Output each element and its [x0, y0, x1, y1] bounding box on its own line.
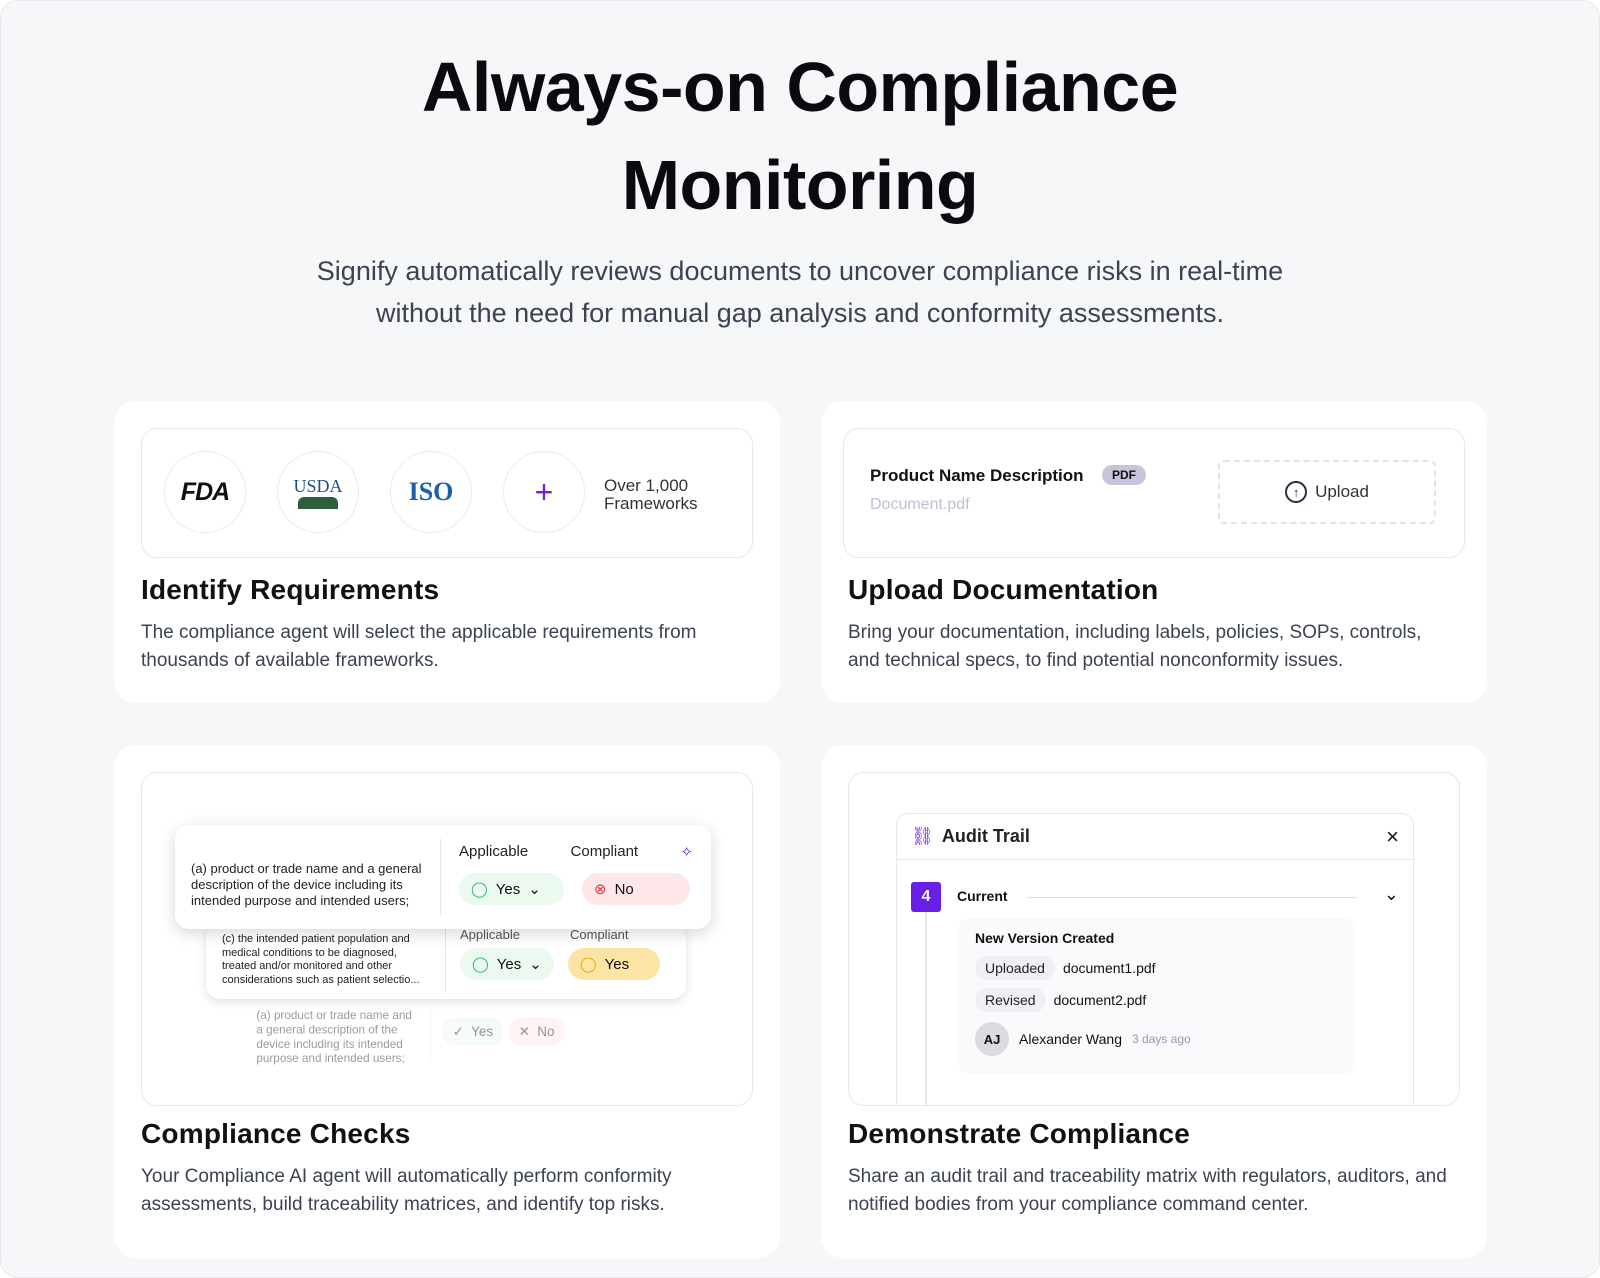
iso-logo: ISO	[390, 451, 472, 533]
chevron-down-icon: ⌄	[528, 881, 541, 898]
card-description: The compliance agent will select the app…	[141, 622, 697, 671]
card-title: Identify Requirements	[141, 574, 440, 605]
applicable-select[interactable]: ✓ Yes	[441, 1017, 504, 1046]
card-title: Demonstrate Compliance	[848, 1118, 1191, 1149]
more-frameworks-button[interactable]: +	[503, 451, 585, 533]
card-description: Your Compliance AI agent will automatica…	[141, 1166, 672, 1215]
x-circle-icon: ⊗	[594, 881, 607, 898]
requirement-text: (c) the intended patient population and …	[206, 929, 446, 993]
requirement-text: (a) product or trade name and a general …	[175, 839, 441, 915]
timestamp: 3 days ago	[1131, 1032, 1191, 1046]
page-subtitle: Signify automatically reviews documents …	[316, 256, 1284, 328]
identify-requirements-card: FDA USDA ISO + Over 1,000 Frameworks Iden…	[114, 401, 780, 703]
card-title: Compliance Checks	[141, 1118, 411, 1149]
check-icon: ◯	[471, 881, 488, 898]
card-description: Bring your documentation, including labe…	[848, 622, 1422, 671]
event-title: New Version Created	[975, 930, 1115, 946]
audit-trail-icon: ⛓	[911, 826, 934, 846]
upload-button[interactable]: ↑ Upload	[1218, 460, 1436, 524]
checks-panel: (a) product or trade name and a general …	[141, 772, 753, 1106]
fda-logo: FDA	[164, 451, 246, 533]
avatar: AJ	[975, 1022, 1009, 1056]
ai-sparkle-icon: ✧	[680, 844, 693, 861]
frameworks-panel: FDA USDA ISO + Over 1,000 Frameworks	[141, 428, 753, 558]
audit-trail-panel: ⛓ Audit Trail × 4 Current ⌄ New Version …	[896, 813, 1414, 1105]
panel-title: Audit Trail	[941, 826, 1030, 846]
version-number: 4	[911, 882, 941, 912]
compliant-status: ◯ Yes	[567, 948, 660, 980]
requirement-row: (a) product or trade name and a general …	[175, 825, 711, 929]
document-filename: Document.pdf	[870, 496, 970, 513]
compliance-checks-card: (a) product or trade name and a general …	[114, 745, 780, 1258]
user-name: Alexander Wang	[1019, 1031, 1122, 1047]
event-tag: Revised	[975, 988, 1046, 1012]
compliant-status: ✕ No	[507, 1017, 566, 1046]
upload-button-label: Upload	[1315, 482, 1369, 501]
requirement-text: (a) product or trade name and a general …	[242, 1006, 431, 1065]
audit-preview: ⛓ Audit Trail × 4 Current ⌄ New Version …	[848, 772, 1460, 1106]
usda-logo: USDA	[277, 451, 359, 533]
upload-documentation-card: Product Name Description PDF Document.pd…	[821, 401, 1487, 703]
pdf-badge: PDF	[1102, 465, 1146, 485]
applicable-select[interactable]: ◯ Yes ⌄	[460, 948, 554, 980]
requirement-row: (a) product or trade name and a general …	[242, 1001, 638, 1066]
event-file: document1.pdf	[1062, 960, 1156, 976]
compliant-status: ⊗ No	[582, 873, 690, 905]
card-title: Upload Documentation	[848, 574, 1159, 605]
document-title: Product Name Description	[870, 466, 1084, 485]
applicable-select[interactable]: ◯ Yes ⌄	[459, 873, 564, 905]
close-button[interactable]: ×	[1386, 823, 1399, 849]
event-tag: Uploaded	[975, 956, 1055, 980]
event-card: New Version Created Uploaded document1.pd…	[959, 918, 1354, 1074]
card-description: Share an audit trail and traceability ma…	[848, 1166, 1447, 1215]
plus-icon: +	[534, 473, 554, 510]
frameworks-count: Over 1,000 Frameworks	[604, 476, 698, 513]
upload-icon: ↑	[1285, 481, 1308, 503]
upload-panel: Product Name Description PDF Document.pd…	[843, 428, 1465, 558]
page-title: Always-on Compliance Monitoring	[421, 48, 1179, 224]
version-label: Current	[957, 888, 1008, 904]
expand-chevron-icon[interactable]: ⌄	[1383, 884, 1399, 904]
demonstrate-compliance-card: ⛓ Audit Trail × 4 Current ⌄ New Version …	[821, 745, 1487, 1258]
event-file: document2.pdf	[1053, 992, 1147, 1008]
requirement-row: (c) the intended patient population and …	[206, 923, 686, 999]
